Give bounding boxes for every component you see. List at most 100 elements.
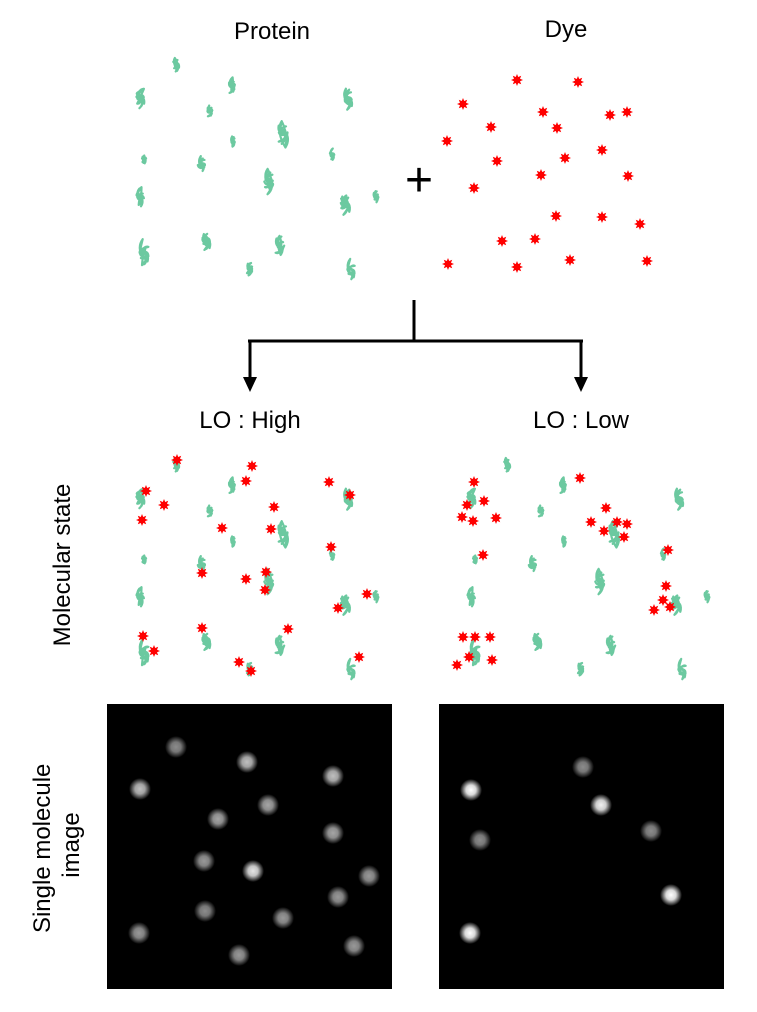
dye-star-icon <box>259 584 271 596</box>
dye-star-icon <box>484 631 496 643</box>
dye-star-icon <box>137 630 149 642</box>
fluorescent-spot <box>272 907 294 929</box>
fluorescent-spot <box>257 794 279 816</box>
dye-star-icon <box>196 567 208 579</box>
dye-star-icon <box>171 454 183 466</box>
protein-coil-icon <box>135 186 145 208</box>
branch-arrow <box>248 300 583 378</box>
row-label-line-2: image <box>58 812 85 877</box>
protein-coil-icon <box>532 632 543 651</box>
protein-coil-icon <box>466 586 476 608</box>
dye-star-icon <box>618 531 630 543</box>
fluorescent-spot <box>327 886 349 908</box>
dye-star-icon <box>353 651 365 663</box>
dye-star-icon <box>596 144 608 156</box>
row-label-line-1: Single molecule <box>29 764 56 933</box>
dye-star-icon <box>457 98 469 110</box>
protein-coil-icon <box>670 594 682 616</box>
dye-star-icon <box>344 489 356 501</box>
dye-star-icon <box>491 155 503 167</box>
dye-star-icon <box>662 544 674 556</box>
fluorescent-spot <box>460 779 482 801</box>
protein-coil-icon <box>372 190 380 204</box>
dye-star-icon <box>468 476 480 488</box>
fluorescent-spot <box>660 884 682 906</box>
dye-star-icon <box>550 210 562 222</box>
protein-coil-icon <box>206 504 214 518</box>
protein-label: Protein <box>234 18 310 45</box>
dye-star-icon <box>585 516 597 528</box>
dye-star-icon <box>621 106 633 118</box>
dye-star-icon <box>216 522 228 534</box>
protein-coil-icon <box>594 567 606 596</box>
dye-star-icon <box>664 601 676 613</box>
dye-star-icon <box>496 235 508 247</box>
dye-star-icon <box>564 254 576 266</box>
arrow-right-head <box>574 377 588 392</box>
protein-coil-icon <box>277 120 289 149</box>
dye-star-icon <box>477 549 489 561</box>
dye-label: Dye <box>545 16 588 43</box>
protein-coil-icon <box>471 554 479 565</box>
protein-coil-icon <box>201 632 212 651</box>
molecular-state-lo-low <box>451 456 711 681</box>
dye-star-icon <box>559 152 571 164</box>
dye-star-icon <box>245 665 257 677</box>
dye-star-icon <box>323 476 335 488</box>
dye-star-icon <box>641 255 653 267</box>
dye-star-icon <box>140 485 152 497</box>
dye-star-icon <box>442 258 454 270</box>
dye-panel <box>441 74 653 273</box>
protein-coil-icon <box>576 661 585 677</box>
protein-coil-icon <box>343 87 353 111</box>
protein-coil-icon <box>277 520 289 549</box>
fluorescent-spot <box>236 751 258 773</box>
protein-coil-icon <box>659 547 667 561</box>
protein-coil-icon <box>227 476 236 494</box>
protein-coil-icon <box>172 56 181 73</box>
dye-star-icon <box>600 502 612 514</box>
dye-star-icon <box>572 76 584 88</box>
dye-star-icon <box>511 74 523 86</box>
dye-star-icon <box>457 631 469 643</box>
protein-coil-icon <box>196 155 207 173</box>
protein-coil-icon <box>558 476 567 494</box>
protein-coil-icon <box>138 638 150 667</box>
protein-coil-icon <box>230 535 236 548</box>
fluorescent-spot <box>590 794 612 816</box>
protein-coil-icon <box>677 657 687 681</box>
protein-coil-icon <box>274 634 286 656</box>
protein-coil-icon <box>561 535 567 548</box>
protein-coil-icon <box>346 657 356 681</box>
protein-coil-icon <box>346 257 356 281</box>
fluorescent-spot <box>358 865 380 887</box>
dye-star-icon <box>486 654 498 666</box>
protein-coil-icon <box>138 238 150 267</box>
protein-coil-icon <box>328 147 336 161</box>
fluorescent-spot <box>194 900 216 922</box>
dye-star-icon <box>196 622 208 634</box>
dye-star-icon <box>535 169 547 181</box>
dye-star-icon <box>598 525 610 537</box>
dye-star-icon <box>233 656 245 668</box>
protein-coil-icon <box>537 504 545 518</box>
dye-star-icon <box>611 516 623 528</box>
dye-star-icon <box>332 602 344 614</box>
protein-coil-icon <box>135 586 145 608</box>
protein-coil-icon <box>469 638 481 667</box>
fluorescent-spot <box>165 736 187 758</box>
dye-star-icon <box>268 501 280 513</box>
protein-coil-icon <box>140 154 148 165</box>
dye-star-icon <box>451 659 463 671</box>
fluorescent-spot <box>129 778 151 800</box>
dye-star-icon <box>325 541 337 553</box>
dye-star-icon <box>246 460 258 472</box>
protein-coil-icon <box>227 76 236 94</box>
dye-star-icon <box>441 135 453 147</box>
protein-coil-icon <box>245 261 254 277</box>
dye-star-icon <box>136 514 148 526</box>
protein-coil-icon <box>135 87 146 110</box>
dye-star-icon <box>148 645 160 657</box>
image-lo-low <box>439 704 724 989</box>
row-label-molecular-state: Molecular state <box>49 484 76 647</box>
